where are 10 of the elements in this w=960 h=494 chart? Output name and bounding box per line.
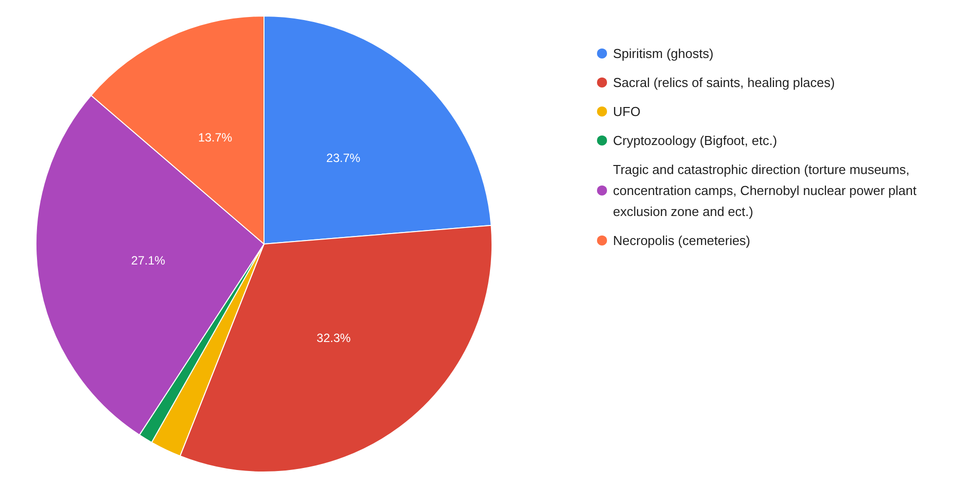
data-label: 32.3%: [316, 331, 351, 346]
legend-label: Sacral (relics of saints, healing places): [613, 75, 835, 90]
legend-label: Spiritism (ghosts): [613, 46, 714, 61]
data-label: 27.1%: [131, 253, 166, 268]
legend-label: Tragic and catastrophic direction (torture museums, concentration camps, Chernobyl nuclear power plant exclusion zone and ect.): [613, 162, 920, 219]
legend-label: Cryptozoology (Bigfoot, etc.): [613, 133, 778, 148]
legend-label: UFO: [613, 104, 640, 119]
data-label: 23.7%: [326, 150, 361, 165]
data-label: 13.7%: [198, 130, 233, 145]
legend-label: Necropolis (cemeteries): [613, 233, 750, 248]
